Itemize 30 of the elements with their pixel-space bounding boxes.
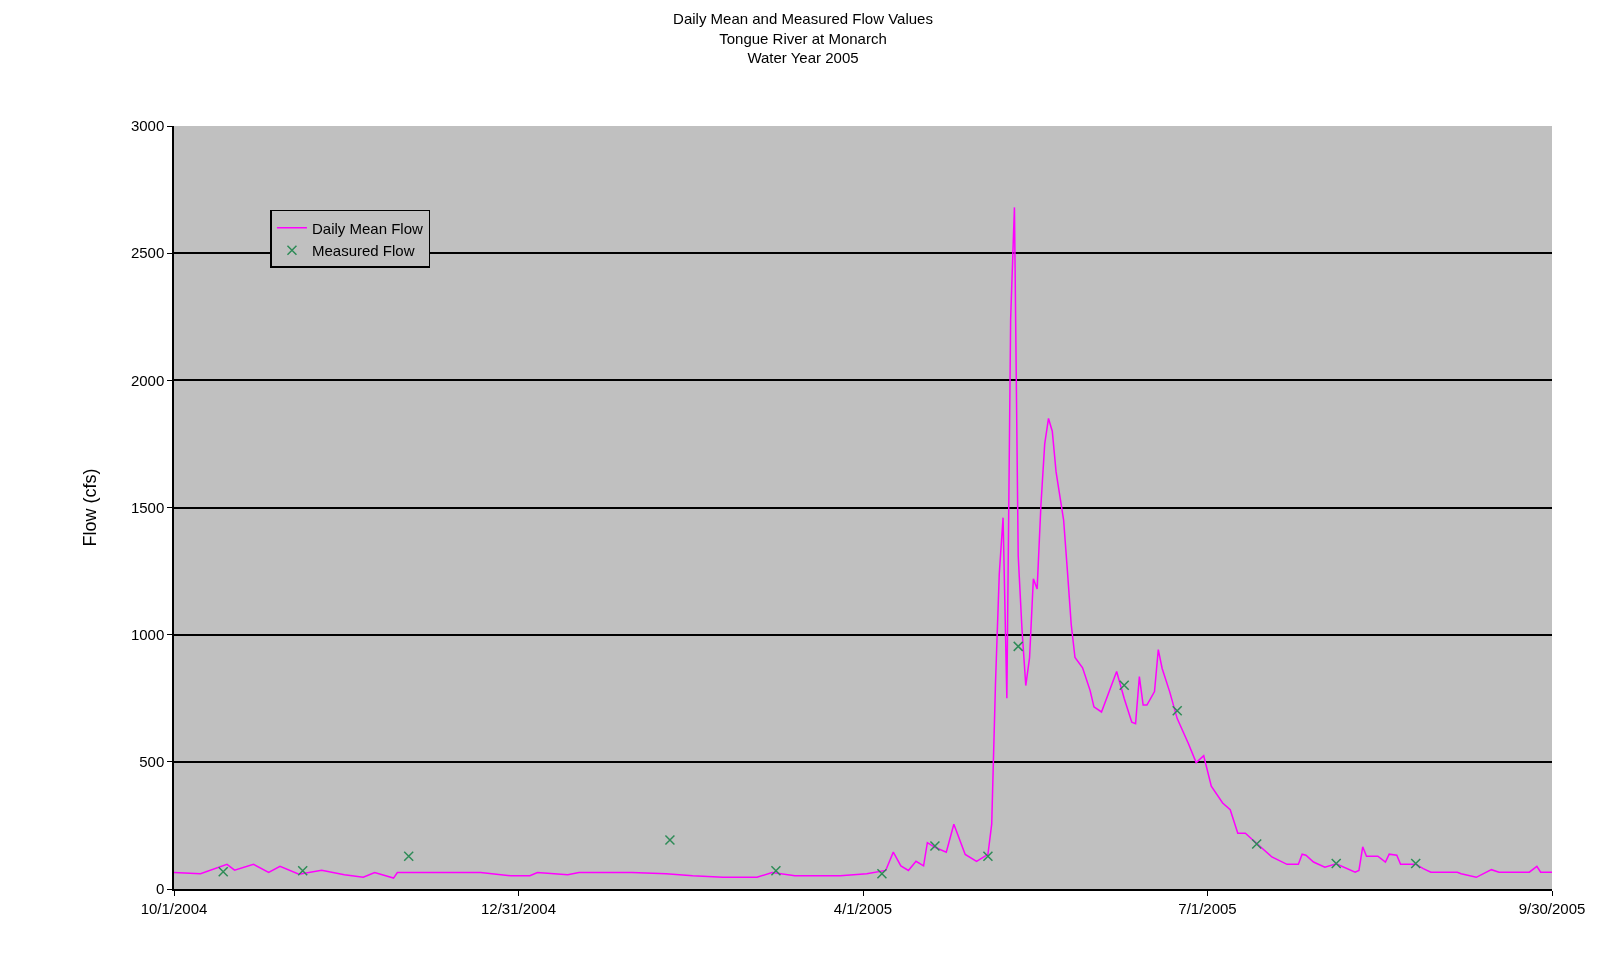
y-tick-label: 2500 (130, 244, 165, 262)
point (1251, 838, 1262, 850)
chart-title: Daily Mean and Measured Flow Values Tongue River at Monarch Water Year 2005 (673, 10, 933, 67)
y-tick-label: 1000 (130, 625, 165, 643)
point (770, 865, 782, 876)
y-tick-label: 1500 (130, 498, 165, 516)
y-tick-label: 3000 (130, 117, 165, 135)
point (982, 850, 994, 862)
point (1330, 858, 1342, 869)
x-tick-label: 12/31/2004 (480, 899, 557, 917)
point (876, 868, 888, 879)
point (297, 865, 308, 876)
point (664, 834, 676, 846)
y-axis-title: Flow (cfs) (79, 468, 100, 547)
x-tick-label: 4/1/2005 (833, 899, 893, 917)
point (1012, 641, 1024, 652)
x-tick-label: 10/1/2004 (140, 899, 208, 917)
point (1410, 858, 1421, 869)
legend-label: Daily Mean Flow (311, 219, 423, 237)
point (1118, 680, 1130, 691)
point (929, 840, 941, 852)
point (217, 866, 229, 877)
legend-label: Measured Flow (311, 242, 415, 260)
x-tick-label: 7/1/2005 (1178, 899, 1237, 917)
point (1171, 705, 1183, 716)
point (403, 850, 414, 862)
y-tick-label: 0 (155, 880, 165, 898)
y-tick-label: 2000 (130, 371, 165, 389)
x-tick-label: 9/30/2005 (1518, 899, 1586, 917)
y-tick-label: 500 (139, 753, 165, 771)
